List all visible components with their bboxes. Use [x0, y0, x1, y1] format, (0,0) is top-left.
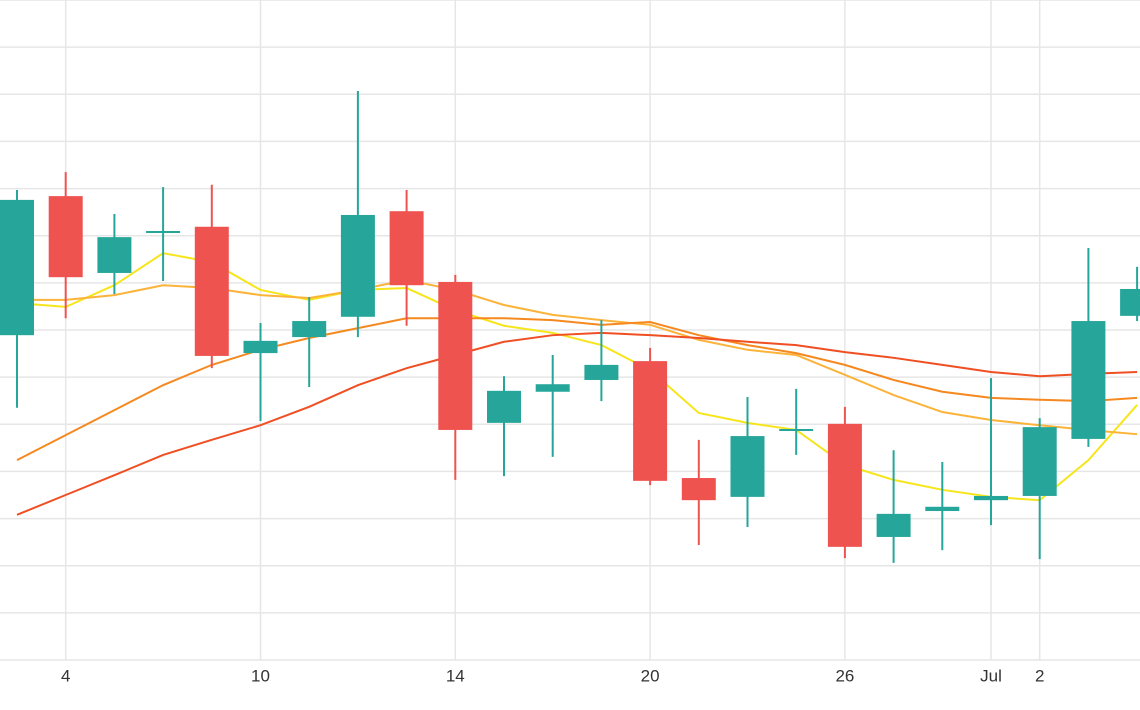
candle-body	[1071, 321, 1106, 439]
candle-body	[487, 390, 521, 423]
candle-body	[925, 506, 960, 512]
candle-body	[243, 340, 278, 354]
x-tick-label: 14	[446, 666, 465, 685]
candle-body	[146, 231, 181, 233]
ma-line	[16, 317, 1138, 462]
candle-body	[681, 478, 716, 501]
candle-body	[974, 495, 1008, 501]
candle-body	[194, 226, 229, 356]
candle-body	[730, 436, 765, 497]
candles	[0, 90, 1140, 563]
x-tick-label: 2	[1035, 666, 1044, 685]
candle-body	[1120, 288, 1140, 316]
x-tick-label: 20	[641, 666, 660, 685]
grid	[0, 0, 1140, 661]
candle-body	[633, 361, 668, 481]
candle-body	[827, 423, 862, 547]
candle-body	[438, 281, 473, 430]
candle-body	[1022, 427, 1057, 496]
candle-body	[389, 211, 424, 286]
candle-body	[0, 199, 34, 336]
candle-body	[876, 513, 911, 537]
candle-body	[48, 196, 83, 278]
x-tick-label: 4	[61, 666, 70, 685]
candle-body	[535, 384, 570, 392]
candle-body	[97, 237, 132, 273]
candle-body	[779, 429, 814, 431]
candle-body	[340, 214, 375, 317]
x-tick-label: 26	[835, 666, 854, 685]
ma-line	[16, 331, 1138, 516]
moving-averages	[16, 252, 1138, 516]
x-tick-label: 10	[251, 666, 270, 685]
ma-line	[17, 279, 1138, 436]
x-tick-label: Jul	[980, 666, 1002, 685]
candle-body	[292, 321, 327, 338]
candle-body	[584, 364, 619, 380]
